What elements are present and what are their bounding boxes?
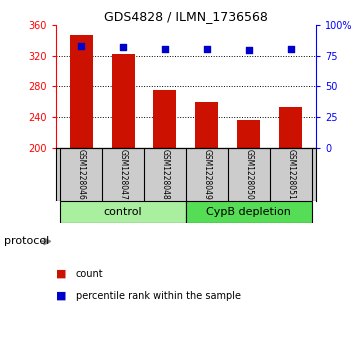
- Point: [288, 46, 293, 52]
- Text: ■: ■: [56, 269, 66, 279]
- Bar: [112, 54, 135, 147]
- Text: ■: ■: [56, 291, 66, 301]
- Text: GSM1228051: GSM1228051: [286, 149, 295, 200]
- Text: percentile rank within the sample: percentile rank within the sample: [76, 291, 241, 301]
- Point: [162, 46, 168, 52]
- Text: CypB depletion: CypB depletion: [206, 207, 291, 217]
- Text: protocol: protocol: [4, 236, 49, 246]
- Bar: [153, 90, 177, 147]
- Point: [204, 46, 210, 52]
- Text: count: count: [76, 269, 104, 279]
- Bar: [237, 120, 260, 147]
- Point: [120, 45, 126, 50]
- Text: GSM1228050: GSM1228050: [244, 149, 253, 200]
- Bar: [195, 102, 218, 147]
- Text: control: control: [104, 207, 142, 217]
- Point: [246, 47, 252, 53]
- Text: GSM1228046: GSM1228046: [77, 149, 86, 200]
- Bar: [60, 201, 186, 223]
- Text: GSM1228048: GSM1228048: [160, 149, 169, 200]
- Bar: [186, 201, 312, 223]
- Bar: [279, 107, 302, 147]
- Point: [78, 43, 84, 49]
- Bar: [70, 34, 93, 147]
- Text: GSM1228049: GSM1228049: [203, 149, 212, 200]
- Title: GDS4828 / ILMN_1736568: GDS4828 / ILMN_1736568: [104, 10, 268, 23]
- Text: GSM1228047: GSM1228047: [118, 149, 127, 200]
